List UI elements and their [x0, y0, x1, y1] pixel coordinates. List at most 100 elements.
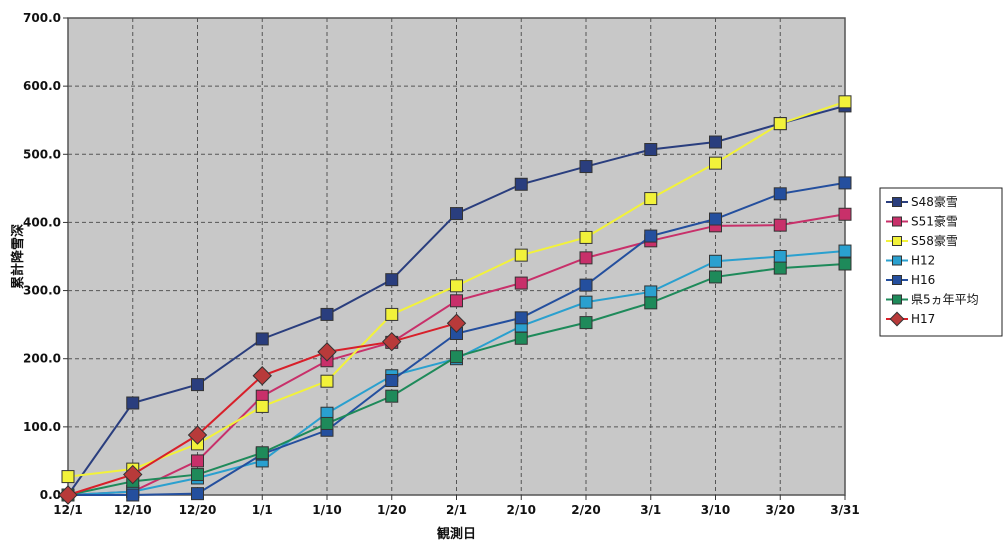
legend-swatch-marker — [889, 311, 905, 327]
series-2-point — [385, 307, 399, 321]
series-2-point — [61, 470, 75, 484]
series-4-point — [191, 487, 204, 501]
series-1-point — [579, 251, 593, 265]
series-1-point — [450, 294, 463, 308]
series-0-point — [255, 332, 269, 346]
axes: 0.0 100.0 200.0 300.0 400.0 500.0 600.0 700.0 12… — [23, 11, 860, 517]
series-2-point — [773, 117, 787, 131]
series-4-point — [514, 311, 528, 325]
series-4-point — [709, 212, 722, 226]
legend-swatch-marker — [892, 216, 902, 227]
x-tick-label: 3/20 — [766, 503, 795, 517]
legend-label: H12 — [911, 254, 935, 268]
legend: S48豪雪 S51豪雪 S58豪雪 H12 H16 県5ヵ年平均 H17 — [879, 187, 1003, 337]
series-2-point — [514, 248, 528, 262]
series-4-point — [644, 229, 658, 243]
series-2-point — [450, 279, 463, 293]
series-2-point — [838, 95, 852, 109]
series-1-point — [838, 207, 852, 221]
legend-label: S58豪雪 — [911, 233, 958, 248]
series-0-point — [320, 307, 334, 321]
series-0-point — [579, 160, 593, 174]
x-tick-label: 2/10 — [507, 503, 536, 517]
series-6-point — [446, 313, 467, 333]
series-4-point — [773, 187, 787, 201]
series-4-point — [838, 176, 852, 190]
legend-label: 県5ヵ年平均 — [911, 293, 979, 307]
series-0-point — [191, 378, 204, 392]
x-tick-label: 1/20 — [377, 503, 406, 517]
x-tick-label: 2/20 — [571, 503, 600, 517]
series-0-point — [126, 396, 140, 410]
series-5-point — [709, 270, 722, 284]
series-5-point — [191, 468, 204, 482]
legend-label: H16 — [911, 273, 935, 287]
series-0-point — [514, 177, 528, 191]
series-2-point — [709, 156, 722, 170]
y-tick-label: 300.0 — [23, 284, 61, 298]
series-layer — [58, 95, 852, 505]
legend-item: S48豪雪 — [886, 194, 958, 209]
legend-item: S51豪雪 — [886, 214, 958, 229]
series-0-point — [450, 207, 463, 221]
legend-label: S48豪雪 — [911, 194, 958, 209]
legend-item: 県5ヵ年平均 — [886, 293, 979, 307]
x-tick-label: 12/1 — [53, 503, 82, 517]
series-2-point — [320, 374, 334, 388]
x-tick-label: 3/31 — [830, 503, 859, 517]
y-axis-title: 累計降雪深 — [10, 224, 26, 289]
legend-swatch-marker — [892, 236, 902, 246]
series-2-point — [579, 230, 593, 244]
series-3-point — [579, 295, 593, 309]
series-0-point — [385, 273, 399, 287]
series-1-point — [773, 218, 787, 232]
plot-area — [67, 17, 846, 496]
legend-swatch-marker — [892, 255, 902, 266]
series-2-point — [644, 192, 658, 206]
y-tick-label: 200.0 — [23, 352, 61, 366]
series-1-point — [514, 276, 528, 290]
series-6-point — [317, 342, 337, 362]
legend-swatch-marker — [892, 294, 902, 305]
series-6-point — [123, 464, 143, 485]
series-6-point — [252, 366, 272, 386]
series-5-point — [320, 416, 334, 430]
legend-swatch-marker — [892, 275, 902, 285]
series-0-point — [644, 143, 658, 157]
y-tick-label: 100.0 — [23, 420, 61, 434]
x-tick-label: 1/1 — [252, 503, 273, 517]
legend-item: S58豪雪 — [886, 233, 958, 248]
series-6-point — [187, 425, 208, 445]
series-5-point — [385, 389, 399, 403]
series-1-point — [191, 454, 204, 468]
legend-item: H12 — [886, 254, 935, 268]
series-3-point — [773, 250, 787, 263]
series-5-point — [773, 261, 787, 275]
y-tick-label: 700.0 — [23, 11, 61, 25]
series-5-point — [644, 296, 658, 310]
series-5-point — [579, 316, 593, 330]
legend-item: H17 — [886, 311, 935, 327]
x-tick-label: 2/1 — [446, 503, 467, 517]
series-2-point — [255, 399, 269, 413]
legend-label: S51豪雪 — [911, 214, 958, 229]
series-4-point — [126, 488, 140, 502]
legend-item: H16 — [886, 273, 935, 287]
series-5-point — [838, 257, 852, 271]
legend-label: H17 — [911, 312, 935, 326]
series-5-point — [514, 331, 528, 345]
x-axis-title: 観測日 — [436, 526, 476, 542]
series-6-point — [382, 331, 402, 352]
y-tick-label: 400.0 — [23, 215, 61, 229]
series-6-point — [58, 485, 78, 505]
y-tick-label: 500.0 — [23, 147, 61, 161]
x-tick-label: 12/20 — [179, 503, 217, 517]
y-tick-label: 600.0 — [23, 79, 61, 93]
series-3-point — [838, 244, 852, 258]
series-0 — [61, 99, 852, 502]
series-5-point — [450, 350, 463, 364]
legend-swatch-marker — [892, 197, 902, 207]
x-tick-label: 1/10 — [312, 503, 341, 517]
series-0-point — [709, 135, 722, 149]
